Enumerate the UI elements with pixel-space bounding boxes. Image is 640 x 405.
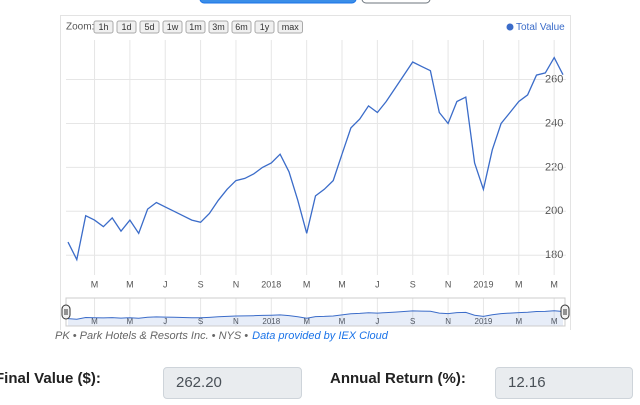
navigator-tick-label: 2019 bbox=[475, 317, 493, 326]
field-value: 12.16 bbox=[495, 367, 633, 399]
navigator-tick-label: S bbox=[410, 317, 415, 326]
navigator-tick-label: M bbox=[515, 317, 522, 326]
field-label: Annual Return (%): bbox=[330, 370, 466, 387]
navigator-line bbox=[67, 310, 564, 320]
zoom-button-label[interactable]: 1m bbox=[189, 22, 202, 32]
x-tick-label: 2019 bbox=[473, 279, 493, 289]
zoom-button[interactable] bbox=[185, 20, 206, 34]
zoom-button[interactable] bbox=[231, 20, 252, 34]
navigator-tick-label: M bbox=[551, 317, 558, 326]
navigator-tick-label: J bbox=[375, 317, 379, 326]
chart: Zoom: 1h 1d 5d 1w 1m 3m 6m 1y max Total Value1802… bbox=[60, 0, 571, 330]
top-button[interactable] bbox=[199, 0, 357, 4]
zoom-button-label[interactable]: 1h bbox=[98, 22, 108, 32]
zoom-button-label[interactable]: 1y bbox=[260, 22, 270, 32]
zoom-label: Zoom: bbox=[66, 22, 94, 33]
zoom-button-label[interactable]: 1w bbox=[167, 22, 179, 32]
navigator-tick-label: M bbox=[91, 317, 98, 326]
chart-frame bbox=[60, 15, 571, 330]
navigator-tick-label: N bbox=[445, 317, 451, 326]
navigator-tick-label: M bbox=[127, 317, 134, 326]
legend-marker bbox=[506, 23, 514, 31]
zoom-button[interactable] bbox=[162, 20, 183, 34]
x-tick-label: J bbox=[163, 279, 168, 289]
x-tick-label: N bbox=[233, 279, 240, 289]
zoom-button-label[interactable]: 1d bbox=[121, 22, 131, 32]
zoom-button[interactable] bbox=[116, 20, 137, 34]
x-tick-label: 2018 bbox=[261, 279, 281, 289]
zoom-button[interactable] bbox=[139, 20, 160, 34]
navigator-tick-label: N bbox=[233, 317, 239, 326]
legend-label: Total Value bbox=[516, 22, 565, 33]
x-tick-label: S bbox=[410, 279, 416, 289]
x-tick-label: M bbox=[303, 279, 311, 289]
navigator-tick-label: 2018 bbox=[262, 317, 280, 326]
navigator-tick-label: J bbox=[163, 317, 167, 326]
x-tick-label: M bbox=[91, 279, 99, 289]
navigator-tick-label: M bbox=[339, 317, 346, 326]
x-tick-label: J bbox=[375, 279, 380, 289]
x-tick-label: M bbox=[338, 279, 346, 289]
caption: PK • Park Hotels & Resorts Inc. • NYS • D… bbox=[55, 330, 388, 342]
navigator-tick-label: S bbox=[198, 317, 203, 326]
navigator-area bbox=[68, 310, 563, 326]
zoom-button[interactable] bbox=[208, 20, 229, 34]
navigator-handle[interactable] bbox=[560, 304, 570, 320]
zoom-button[interactable] bbox=[277, 20, 303, 34]
navigator-tick-label: M bbox=[303, 317, 310, 326]
caption-text: PK • Park Hotels & Resorts Inc. • NYS • bbox=[55, 330, 249, 342]
x-tick-label: M bbox=[126, 279, 134, 289]
zoom-button-label[interactable]: 6m bbox=[235, 22, 248, 32]
x-tick-label: S bbox=[198, 279, 204, 289]
top-button[interactable] bbox=[361, 0, 431, 4]
zoom-button-label[interactable]: 5d bbox=[144, 22, 154, 32]
x-tick-label: N bbox=[445, 279, 452, 289]
zoom-button[interactable] bbox=[254, 20, 275, 34]
x-tick-label: M bbox=[515, 279, 523, 289]
zoom-button-label[interactable]: 3m bbox=[212, 22, 225, 32]
zoom-button[interactable] bbox=[93, 20, 114, 34]
field-label: Final Value ($): bbox=[0, 370, 101, 387]
field-value: 262.20 bbox=[163, 367, 302, 399]
x-tick-label: M bbox=[550, 279, 558, 289]
caption-link[interactable]: Data provided by IEX Cloud bbox=[252, 330, 388, 342]
navigator-handle[interactable] bbox=[61, 304, 71, 320]
zoom-button-label[interactable]: max bbox=[282, 22, 300, 32]
data-line bbox=[67, 56, 564, 262]
